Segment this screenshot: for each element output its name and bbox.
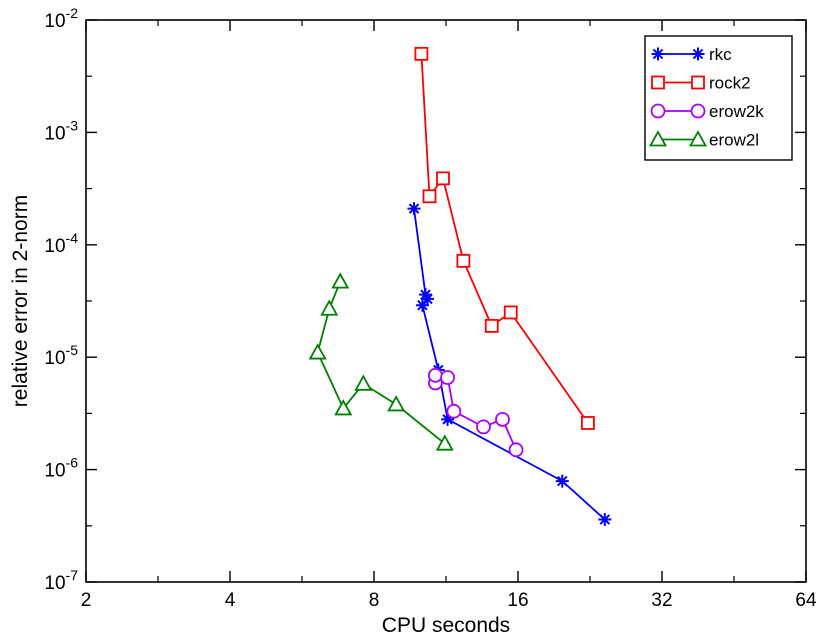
data-point-erow2k — [427, 367, 443, 383]
legend-marker — [691, 47, 705, 61]
data-point-erow2l — [320, 299, 339, 316]
data-point-rock2 — [456, 253, 471, 268]
y-tick-label: 10-7 — [44, 567, 78, 594]
y-axis-title: relative error in 2-norm — [9, 195, 32, 407]
x-tick-label: 64 — [795, 590, 817, 611]
y-tick-base: 10 — [44, 123, 65, 144]
data-point-erow2l — [331, 272, 350, 289]
data-point-rock2 — [484, 318, 499, 333]
data-point-rock2 — [422, 189, 437, 204]
legend-label: erow2k — [709, 102, 764, 121]
x-tick-label: 8 — [369, 590, 380, 611]
y-tick-exponent: -3 — [66, 117, 79, 133]
legend-marker — [651, 75, 665, 90]
legend-label: rock2 — [709, 74, 751, 93]
data-point-erow2k — [476, 419, 491, 435]
legend-marker — [650, 103, 666, 119]
data-point-erow2l — [334, 399, 353, 416]
data-point-rkc — [598, 512, 612, 526]
x-tick-label: 4 — [225, 590, 236, 611]
data-point-rock2 — [581, 416, 595, 430]
data-point-rkc — [415, 298, 429, 312]
y-tick-exponent: -5 — [66, 342, 79, 358]
y-tick-exponent: -6 — [66, 455, 79, 471]
legend-item-rock2: rock2 — [651, 74, 751, 93]
series-rock2 — [414, 46, 595, 430]
data-point-erow2l — [387, 395, 406, 412]
series-erow2k — [427, 367, 524, 458]
y-tick-exponent: -4 — [66, 230, 79, 246]
series-rkc — [407, 202, 612, 526]
legend-marker — [688, 130, 708, 147]
legend-item-erow2k: erow2k — [650, 102, 764, 121]
data-point-erow2l — [354, 374, 373, 391]
y-tick-label: 10-6 — [44, 455, 78, 482]
legend-label: rkc — [709, 45, 732, 64]
series-layer — [308, 46, 612, 526]
x-tick-label: 2 — [81, 590, 92, 611]
y-tick-label: 10-4 — [44, 230, 78, 257]
y-tick-label: 10-5 — [44, 342, 78, 369]
data-point-erow2l — [308, 343, 327, 360]
legend-marker — [690, 103, 706, 119]
series-erow2l — [308, 272, 454, 451]
y-tick-label: 10-2 — [44, 5, 78, 32]
legend-marker — [691, 75, 705, 90]
x-axis: 2 4 8 16 32 64 — [81, 20, 817, 611]
x-axis-title: CPU seconds — [382, 614, 510, 637]
legend-marker — [651, 47, 665, 61]
data-point-erow2k — [508, 442, 524, 458]
data-point-rkc — [555, 474, 569, 488]
data-point-erow2l — [435, 434, 454, 451]
data-point-rock2 — [503, 305, 518, 320]
legend-label: erow2l — [709, 131, 759, 150]
y-tick-base: 10 — [44, 573, 65, 594]
data-point-erow2k — [446, 403, 462, 419]
series-line-rkc — [413, 208, 606, 521]
legend-item-erow2l: erow2l — [648, 130, 759, 150]
y-tick-base: 10 — [44, 348, 65, 369]
data-point-rkc — [421, 292, 435, 306]
y-tick-exponent: -2 — [66, 5, 79, 21]
y-tick-exponent: -7 — [66, 567, 79, 583]
x-tick-label: 32 — [651, 590, 672, 611]
data-point-rkc — [441, 412, 455, 426]
data-point-rock2 — [436, 171, 450, 186]
data-point-erow2k — [440, 370, 455, 385]
series-line-rock2 — [420, 53, 589, 424]
legend: rkc rock2 erow2k erow2l — [644, 35, 793, 161]
data-point-rkc — [407, 202, 421, 216]
x-tick-label: 16 — [507, 590, 528, 611]
legend-item-rkc: rkc — [651, 45, 732, 64]
y-axis: 10-710-610-510-410-310-2 — [44, 5, 806, 594]
legend-marker — [648, 130, 668, 147]
y-tick-base: 10 — [44, 236, 65, 257]
y-tick-base: 10 — [44, 461, 65, 482]
data-point-erow2k — [495, 411, 510, 427]
data-point-rkc — [418, 288, 432, 302]
data-point-rock2 — [414, 46, 429, 61]
y-tick-label: 10-3 — [44, 117, 78, 144]
y-tick-base: 10 — [44, 11, 65, 32]
